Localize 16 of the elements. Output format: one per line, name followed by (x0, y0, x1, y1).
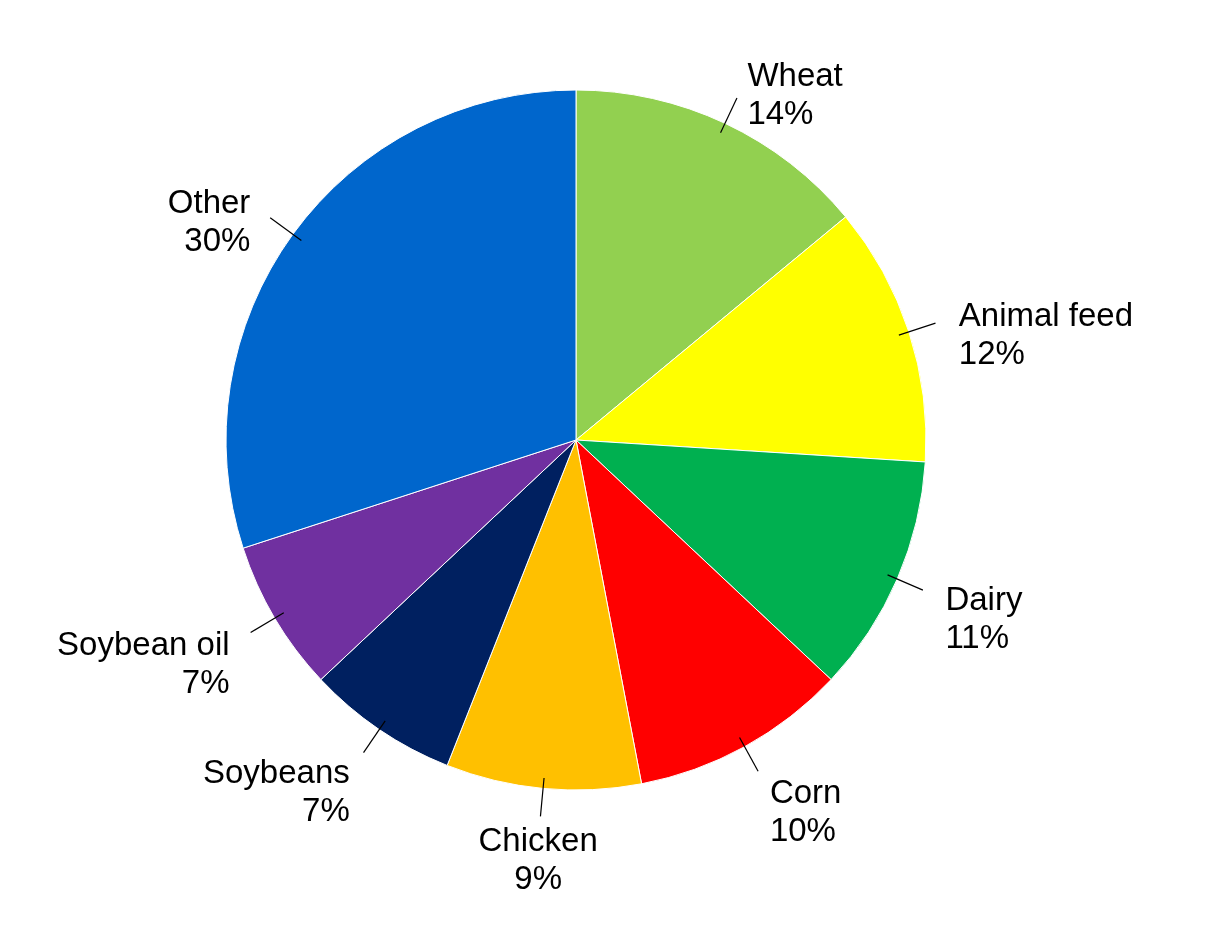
data-label: 7% (181, 662, 230, 700)
slice-label: Soybean oil (57, 624, 230, 662)
data-label: 12% (958, 333, 1025, 371)
slice-label: Soybeans (202, 752, 350, 790)
data-label: 11% (945, 617, 1010, 655)
slice-label: Other (167, 183, 251, 221)
data-label: 30% (184, 221, 251, 259)
data-label: 9% (514, 858, 562, 896)
slice-label: Chicken (478, 820, 598, 858)
slice-label: Wheat (747, 55, 843, 93)
slice-label: Dairy (945, 579, 1023, 617)
data-label: 10% (769, 810, 836, 848)
slice-label: Corn (769, 772, 842, 810)
slice-label: Animal feed (958, 295, 1134, 333)
data-label: 7% (302, 790, 350, 828)
data-label: 14% (747, 93, 814, 131)
